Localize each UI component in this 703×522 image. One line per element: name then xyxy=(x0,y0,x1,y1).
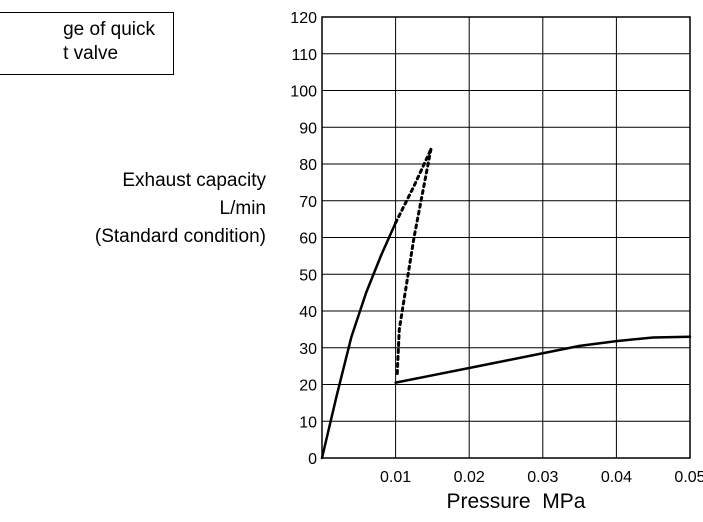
legend-text-line: t valve xyxy=(63,43,119,64)
y-axis-label: Exhaust capacity L/min (Standard condition… xyxy=(95,167,266,251)
grid-lines xyxy=(322,17,690,458)
x-tick-label: 0.04 xyxy=(601,469,632,486)
y-tick-label: 80 xyxy=(299,157,317,174)
y-tick-label: 10 xyxy=(299,414,317,431)
x-tick-label: 0.03 xyxy=(527,469,558,486)
series-line-0 xyxy=(320,221,397,460)
series-line-1 xyxy=(394,335,692,384)
y-tick-label: 50 xyxy=(299,267,317,284)
x-tick-label: 0.05 xyxy=(674,469,703,486)
y-axis-label-line: (Standard condition) xyxy=(94,226,266,247)
series-line-3 xyxy=(395,147,433,379)
y-axis-label-line: L/min xyxy=(219,198,266,219)
x-tick-label: 0.01 xyxy=(380,469,411,486)
y-tick-label: 110 xyxy=(291,47,317,64)
y-tick-label: 70 xyxy=(299,194,317,211)
legend-box: ge of quick t valve xyxy=(0,12,174,75)
y-axis-label-line: Exhaust capacity xyxy=(122,170,266,191)
plot-area xyxy=(321,16,691,459)
series-line-2 xyxy=(394,147,433,225)
series-lines xyxy=(320,147,692,460)
x-tick-labels: 0.01 0.02 0.03 0.04 0.05 xyxy=(380,469,703,486)
y-tick-label: 120 xyxy=(290,10,317,27)
legend-text: ge of quick t valve xyxy=(63,18,155,66)
x-axis-label: Pressure MPa xyxy=(446,490,586,513)
y-tick-labels: 0 10 20 30 40 50 60 70 80 90 100 110 120 xyxy=(290,10,317,468)
y-tick-label: 90 xyxy=(299,120,317,137)
y-tick-label: 40 xyxy=(299,304,317,321)
y-tick-label: 100 xyxy=(290,84,317,101)
legend-text-line: ge of quick xyxy=(63,19,155,40)
y-tick-label: 20 xyxy=(299,378,317,395)
y-tick-label: 30 xyxy=(299,341,317,358)
y-tick-label: 60 xyxy=(299,231,317,248)
x-tick-label: 0.02 xyxy=(454,469,485,486)
y-tick-label: 0 xyxy=(308,451,317,468)
